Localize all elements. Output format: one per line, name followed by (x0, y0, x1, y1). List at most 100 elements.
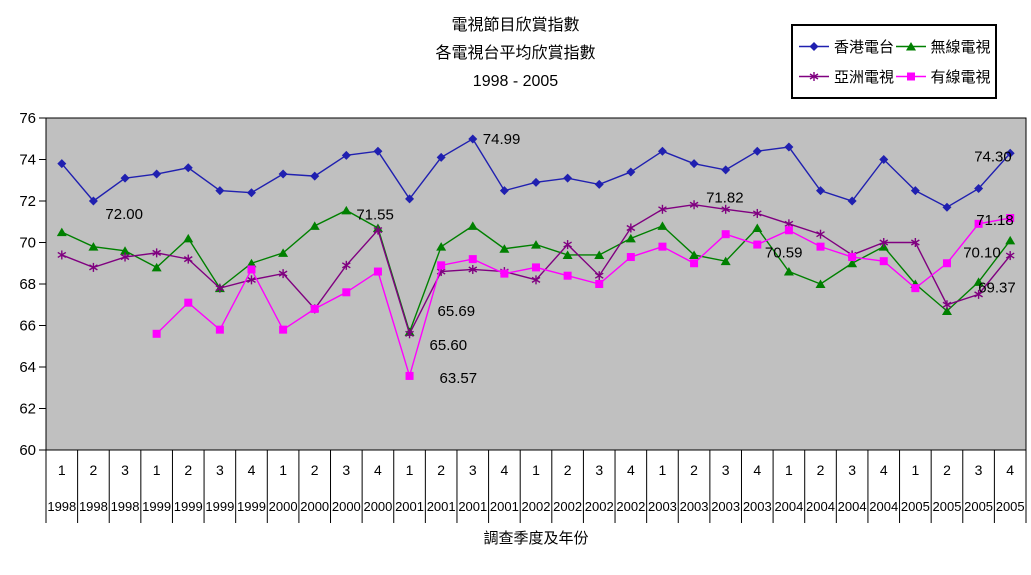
series-cable-marker (658, 242, 667, 251)
series-rthk-marker (152, 169, 162, 179)
series-rthk-marker (816, 186, 826, 196)
x-year-label: 2005 (964, 499, 993, 514)
x-quarter-label: 3 (848, 462, 856, 478)
x-quarter-label: 3 (342, 462, 350, 478)
x-year-label: 1998 (111, 499, 140, 514)
legend-item-tvb: 無線電視 (895, 36, 993, 57)
x-quarter-label: 1 (659, 462, 667, 478)
series-atv-marker (341, 260, 351, 270)
data-label-tvb: 65.69 (438, 303, 476, 320)
x-quarter-label: 3 (722, 462, 730, 478)
x-quarter-label: 4 (880, 462, 888, 478)
series-atv-marker (689, 200, 699, 210)
tvb-marker-glyph (905, 42, 916, 51)
x-quarter-label: 4 (753, 462, 761, 478)
series-atv-marker (57, 250, 67, 260)
series-atv-marker (468, 264, 478, 274)
x-quarter-label: 4 (374, 462, 382, 478)
legend-item-rthk: 香港電台 (799, 36, 896, 57)
x-quarter-label: 2 (817, 462, 825, 478)
series-rthk-marker (246, 188, 256, 198)
series-atv-marker (120, 252, 130, 262)
x-year-label: 2002 (616, 499, 645, 514)
series-tvb-marker (720, 256, 731, 266)
x-quarter-label: 4 (627, 462, 635, 478)
atv-marker-glyph (809, 72, 819, 81)
series-atv-marker (752, 208, 762, 218)
x-quarter-label: 1 (785, 462, 793, 478)
series-rthk-marker (563, 173, 573, 183)
series-tvb-marker (752, 223, 763, 232)
x-quarter-label: 1 (58, 462, 66, 478)
series-atv-marker (531, 275, 541, 285)
series-rthk-marker (215, 186, 225, 196)
series-cable-marker (532, 263, 540, 272)
y-tick-label: 74 (19, 152, 36, 169)
legend-label-atv: 亞洲電視 (834, 69, 895, 86)
series-rthk-marker (847, 196, 857, 206)
x-year-label: 2005 (996, 499, 1025, 514)
x-year-label: 2005 (933, 499, 962, 514)
series-rthk-marker (974, 184, 984, 194)
series-tvb-marker (783, 267, 794, 276)
series-cable-marker (468, 255, 477, 264)
x-axis-title: 調查季度及年份 (483, 530, 589, 547)
series-cable-marker (279, 325, 288, 334)
x-year-label: 2001 (458, 499, 487, 514)
data-label-atv: 69.37 (978, 280, 1016, 297)
series-cable-marker (595, 280, 604, 288)
chart-title: 電視節目欣賞指數 各電視台平均欣賞指數 1998 - 2005 (0, 12, 1031, 96)
y-tick-label: 64 (19, 359, 36, 376)
series-tvb-marker (151, 262, 162, 272)
series-rthk-marker (278, 169, 288, 179)
series-atv-marker (879, 238, 889, 247)
x-quarter-label: 4 (500, 462, 508, 478)
series-rthk-marker (657, 146, 667, 156)
series-rthk-marker (57, 159, 67, 169)
series-rthk-marker (373, 146, 383, 156)
legend-label-cable: 有線電視 (930, 69, 991, 86)
x-year-label: 2004 (774, 499, 803, 514)
series-cable-marker (310, 304, 319, 313)
series-rthk-marker (626, 167, 636, 177)
series-atv-marker (89, 262, 98, 272)
x-year-label: 2004 (806, 499, 835, 514)
series-cable-marker (342, 288, 351, 297)
data-label-tvb: 70.10 (963, 244, 1001, 261)
x-year-label: 2000 (363, 499, 392, 514)
cable-marker-glyph (906, 72, 915, 81)
series-tvb-marker (562, 250, 573, 259)
x-year-label: 1999 (174, 499, 203, 514)
series-atv-marker (942, 300, 952, 310)
series-cable-marker (626, 253, 635, 262)
legend: 香港電台 無線電視 亞洲電視 有線電視 (791, 24, 997, 99)
y-tick-label: 60 (19, 442, 36, 459)
y-tick-label: 76 (19, 110, 36, 127)
series-rthk-marker (689, 159, 699, 169)
series-cable-marker (942, 259, 951, 268)
series-atv-marker (721, 204, 731, 214)
x-year-label: 2000 (332, 499, 361, 514)
series-tvb-marker (689, 250, 700, 259)
data-label-atv: 65.60 (430, 337, 468, 354)
series-rthk-marker (468, 134, 478, 144)
x-year-label: 2001 (490, 499, 519, 514)
series-tvb-marker (625, 233, 636, 243)
x-year-label: 2002 (522, 499, 551, 514)
series-cable-marker (784, 226, 793, 235)
series-cable-line (156, 217, 1011, 379)
series-rthk-marker (784, 142, 794, 152)
data-label-rthk: 74.99 (483, 131, 521, 148)
series-rthk-marker (499, 186, 509, 196)
x-year-label: 1999 (142, 499, 171, 514)
series-tvb-marker (120, 246, 131, 255)
series-atv-marker (594, 271, 604, 281)
series-atv-marker (974, 289, 983, 299)
series-tvb-marker (309, 221, 320, 230)
series-tvb-marker (594, 250, 605, 259)
rthk-marker-icon (799, 42, 829, 51)
series-cable-marker (753, 240, 762, 249)
series-atv-marker (658, 204, 667, 214)
x-quarter-label: 2 (437, 462, 445, 478)
